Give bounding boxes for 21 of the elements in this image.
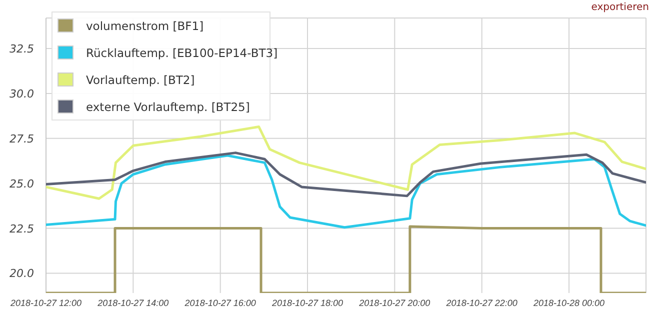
- y-tick-label: 30.0: [10, 87, 34, 100]
- legend-label: externe Vorlauftemp. [BT25]: [86, 100, 250, 114]
- y-tick-label: 32.5: [10, 42, 34, 56]
- y-tick-label: 22.5: [10, 222, 34, 236]
- x-tick-label: 2018-10-28 00:00: [532, 298, 605, 308]
- x-tick-label: 2018-10-27 20:00: [358, 298, 430, 308]
- x-tick-label: 2018-10-27 16:00: [184, 298, 256, 308]
- line-series: [46, 125, 646, 200]
- legend-label: Vorlauftemp. [BT2]: [86, 73, 195, 87]
- line-series: [46, 154, 646, 229]
- x-tick-label: 2018-10-27 12:00: [9, 298, 82, 308]
- y-tick-label: 27.5: [10, 132, 34, 146]
- x-tick-label: 2018-10-27 14:00: [96, 298, 169, 308]
- legend-label: Rücklauftemp. [EB100-EP14-BT3]: [86, 46, 278, 60]
- x-tick-label: 2018-10-27 18:00: [270, 298, 344, 308]
- y-tick-label: 20.0: [10, 267, 34, 280]
- legend-label: volumenstrom [BF1]: [86, 19, 204, 33]
- y-tick-label: 25.0: [10, 177, 34, 190]
- line-series: [46, 152, 646, 198]
- x-tick-label: 2018-10-27 22:00: [445, 298, 518, 308]
- text: exportieren: [591, 2, 649, 13]
